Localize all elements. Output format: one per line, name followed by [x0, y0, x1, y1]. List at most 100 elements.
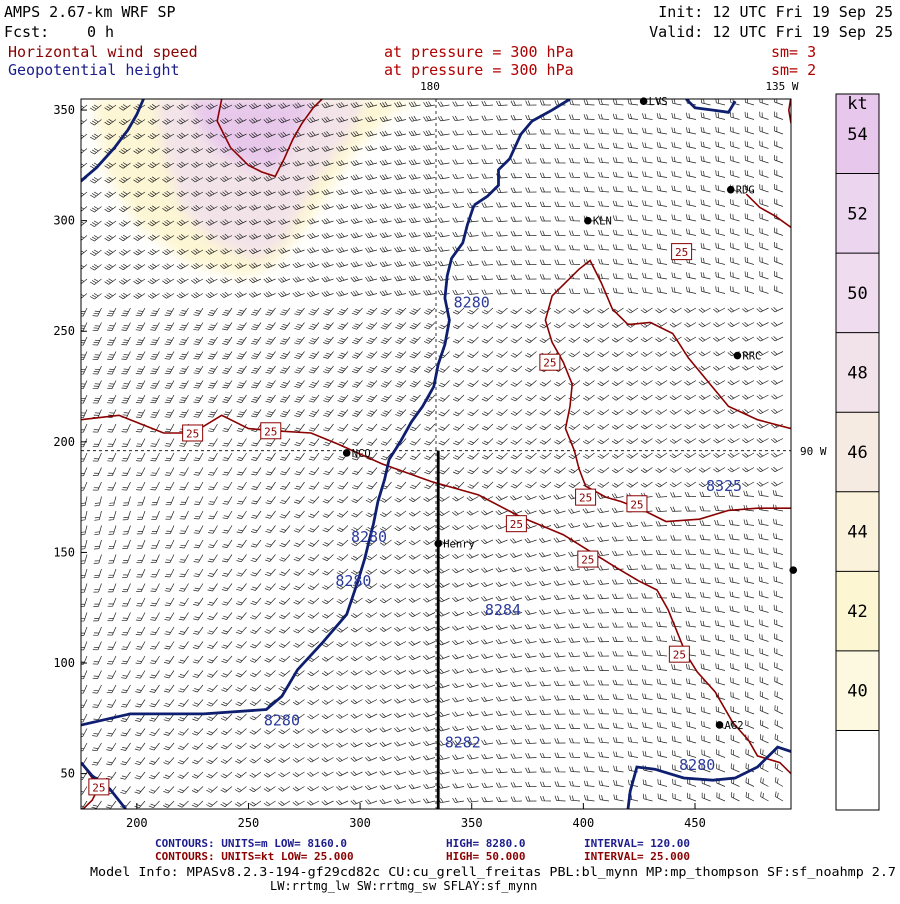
colorbar: kt 54 52 50 48 46 44 42 40 [835, 93, 880, 811]
speed-label: 25 [577, 550, 599, 568]
footer-height-high: HIGH= 8280.0 [446, 837, 525, 850]
footer-height-contours: CONTOURS: UNITS=m LOW= 8160.0 [155, 837, 347, 850]
model-info: Model Info: MPASv8.2.3-194-gf29cd82c CU:… [90, 865, 896, 879]
x-tick-label: 250 [238, 816, 260, 830]
colorbar-level-54 [836, 94, 879, 174]
speed-label-text: 25 [186, 427, 199, 440]
station-label: RDG [736, 185, 755, 197]
y-tick-label: 100 [53, 656, 75, 670]
field1-name: Horizontal wind speed [8, 43, 198, 61]
x-tick-label: 200 [126, 816, 148, 830]
y-tick-label: 250 [53, 324, 75, 338]
colorbar-level-48 [836, 332, 879, 413]
colorbar-tick-label: 42 [847, 602, 867, 622]
speed-label-box [88, 778, 110, 796]
colorbar-tick-label: 40 [847, 682, 867, 702]
jet-streak-48kt [154, 99, 365, 261]
fcst-value: 0 h [87, 23, 114, 41]
y-tick-label: 200 [53, 435, 75, 449]
station-label: Henry [443, 539, 475, 551]
colorbar-tick-label: 54 [847, 125, 867, 145]
stations: LVS RDG KLN RRC NCO Henry AG2 [342, 96, 798, 732]
fcst-label: Fcst: [4, 23, 49, 41]
jet-streak-54kt [188, 99, 316, 172]
speed-label-text: 25 [581, 554, 594, 567]
speed-label-box [575, 488, 597, 506]
field2-name: Geopotential height [8, 61, 180, 79]
speed-contour-25kt-3 [745, 193, 791, 228]
colorbar-tick-label: 48 [847, 363, 867, 383]
speed-label-box [260, 422, 282, 440]
colorbar-level-52 [836, 173, 879, 254]
footer-speed-high: HIGH= 50.000 [446, 850, 525, 863]
station-henry: Henry [434, 539, 475, 551]
height-contour-8280-4 [626, 745, 791, 809]
x-tick-label: 350 [461, 816, 483, 830]
model-info-physics: LW:rrtmg_lw SW:rrtmg_sw SFLAY:sf_mynn [270, 879, 537, 893]
station-dot [733, 351, 742, 360]
speed-label: 25 [260, 422, 282, 440]
speed-label-box [505, 515, 527, 533]
speed-contour-50kt-0 [216, 99, 323, 178]
speed-label: 25 [668, 645, 690, 663]
station-ag2: AG2 [715, 720, 744, 732]
lon-180-label: 180 [420, 80, 440, 93]
colorbar-level-42 [836, 571, 879, 651]
speed-label-text: 25 [510, 518, 523, 531]
footer-speed-contours: CONTOURS: UNITS=kt LOW= 25.000 [155, 850, 354, 863]
station-label: LVS [649, 96, 668, 108]
speed-label-box [182, 424, 204, 442]
height-label: 8280 [335, 572, 371, 590]
height-label: 8280 [454, 293, 490, 311]
speed-label: 25 [182, 424, 204, 442]
speed-label-box [626, 495, 648, 513]
wind-speed-shading [92, 99, 428, 279]
y-tick-label: 300 [53, 214, 75, 228]
station-label: AG2 [725, 720, 744, 732]
height-label: 8280 [264, 712, 300, 730]
speed-label: 25 [626, 495, 648, 513]
colorbar-level-46 [836, 412, 879, 492]
field2-level: at pressure = 300 hPa [384, 61, 574, 79]
station-dot [342, 449, 351, 457]
lon-135w-label: 135 W [765, 80, 798, 93]
x-tick-label: 400 [573, 816, 595, 830]
speed-label-text: 25 [630, 498, 643, 511]
plot-frame [80, 98, 792, 810]
height-contour-8280-0 [81, 99, 145, 182]
speed-label: 25 [539, 353, 561, 371]
contour-labels: 8280 8280 8280 8280 8280 8325 8284 8282 25 25 25 25… [88, 243, 742, 796]
station-dot [726, 185, 735, 194]
footer-speed-interval: INTERVAL= 25.000 [584, 850, 690, 863]
colorbar-tick-label: 46 [847, 443, 867, 463]
speed-label: 25 [575, 488, 597, 506]
colorbar-tick-label: 50 [847, 284, 867, 304]
height-label: 8284 [485, 601, 521, 619]
station-dot [434, 539, 443, 548]
y-tick-label: 150 [53, 545, 75, 559]
colorbar-level-44 [836, 491, 879, 572]
height-label: 8282 [445, 734, 481, 752]
speed-label-text: 25 [92, 781, 105, 794]
x-tick-label: 300 [349, 816, 371, 830]
station-label: RRC [742, 351, 761, 363]
colorbar-unit: kt [847, 94, 867, 114]
valid-time: Valid: 12 UTC Fri 19 Sep 25 [649, 23, 893, 41]
colorbar-level-40 [836, 650, 879, 731]
station-label: KLN [593, 216, 612, 228]
height-label: 8325 [706, 477, 742, 495]
lat-lon-grid [81, 99, 791, 809]
lon-90w-label: 90 W [800, 445, 827, 458]
speed-label: 25 [88, 778, 110, 796]
speed-label-box [671, 243, 693, 261]
height-contour-8280-2 [81, 204, 476, 727]
colorbar-frame [835, 93, 880, 811]
field1-smoothing: sm= 3 [771, 43, 816, 61]
height-label: 8280 [351, 528, 387, 546]
colorbar-level-38 [836, 730, 879, 810]
init-time: Init: 12 UTC Fri 19 Sep 25 [658, 3, 893, 21]
speed-label: 25 [671, 243, 693, 261]
field1-level: at pressure = 300 hPa [384, 43, 574, 61]
y-tick-label: 350 [53, 103, 75, 117]
